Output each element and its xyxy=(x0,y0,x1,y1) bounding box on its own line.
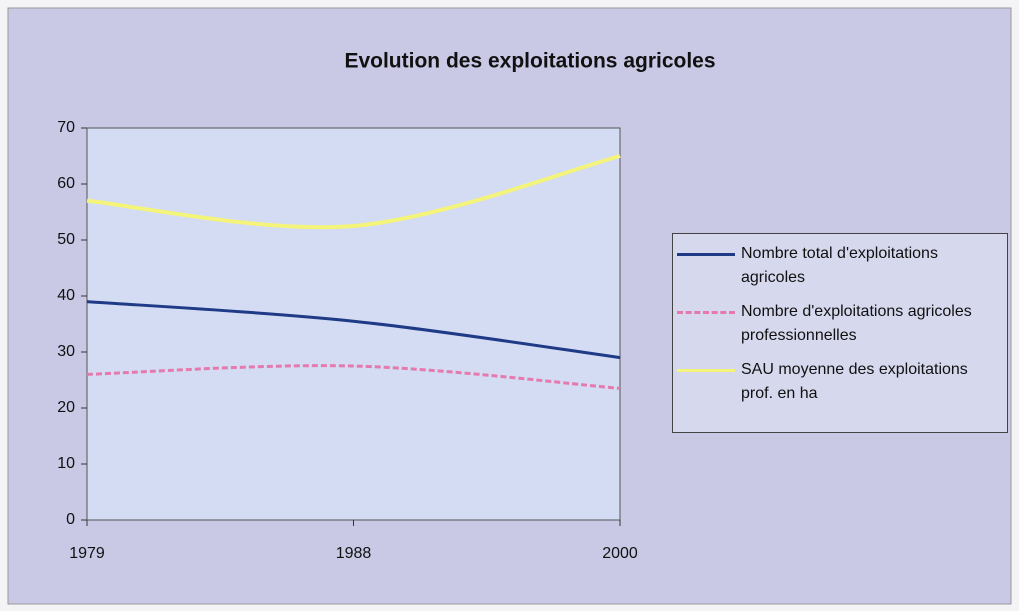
legend-label: SAU moyenne des exploitations prof. en h… xyxy=(741,361,968,402)
y-tick-label: 10 xyxy=(57,455,75,472)
x-tick-label: 1979 xyxy=(69,545,105,562)
legend-label: Nombre total d'exploitations agricoles xyxy=(741,245,938,286)
legend: Nombre total d'exploitations agricoles No… xyxy=(672,233,1008,433)
series-line xyxy=(86,300,621,360)
legend-entry: Nombre d'exploitations agricoles profess… xyxy=(677,300,1003,348)
legend-entry: SAU moyenne des exploitations prof. en h… xyxy=(677,358,1003,406)
x-tick-label: 2000 xyxy=(602,545,638,562)
x-tick-label: 1988 xyxy=(336,545,372,562)
y-tick-label: 30 xyxy=(57,343,75,360)
y-tick-label: 20 xyxy=(57,399,75,416)
y-tick-label: 70 xyxy=(57,119,75,136)
plot-area xyxy=(86,127,621,521)
y-tick-label: 60 xyxy=(57,175,75,192)
chart-title: Evolution des exploitations agricoles xyxy=(344,50,715,73)
legend-swatch xyxy=(677,311,735,314)
legend-entry: Nombre total d'exploitations agricoles xyxy=(677,242,1003,290)
y-tick-label: 50 xyxy=(57,231,75,248)
legend-swatch xyxy=(677,369,735,372)
series-line xyxy=(86,364,621,390)
y-tick-label: 40 xyxy=(57,287,75,304)
legend-swatch xyxy=(677,253,735,256)
series-line xyxy=(86,154,621,230)
y-tick-label: 0 xyxy=(66,511,75,528)
legend-label: Nombre d'exploitations agricoles profess… xyxy=(741,303,972,344)
